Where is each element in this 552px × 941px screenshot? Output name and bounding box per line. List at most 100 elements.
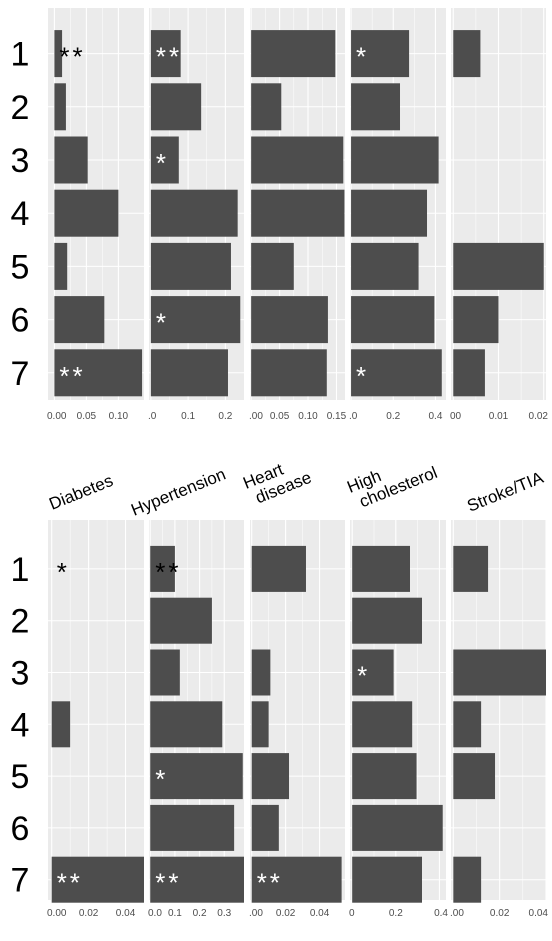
- bar: [453, 545, 489, 592]
- tick-label: 0.15: [327, 411, 347, 422]
- tick-label: 0.2: [218, 411, 232, 422]
- bar: [453, 349, 485, 397]
- facet-panel: ****.0 0.1 0.2: [148, 8, 244, 422]
- significance-mark: **: [257, 868, 283, 898]
- facet-panel: * * .0 0.2 0.4: [349, 8, 446, 422]
- tick-label: 0.2: [386, 411, 400, 422]
- bar: [351, 242, 419, 290]
- bar: [351, 296, 435, 344]
- bar: [251, 856, 342, 903]
- bar: [251, 804, 279, 851]
- bar: [251, 242, 294, 290]
- bar: [251, 83, 282, 131]
- significance-mark: **: [57, 868, 83, 898]
- tick-label: 0.04: [529, 908, 549, 919]
- bar: [150, 83, 202, 131]
- bar: [51, 701, 71, 748]
- facet-label: Highcholesterol: [344, 446, 440, 513]
- bar: [352, 597, 422, 644]
- bar: [54, 189, 119, 237]
- bar: [453, 242, 544, 290]
- facet-panel: * 0 0.2 0.4: [349, 520, 448, 919]
- bar: [251, 545, 306, 592]
- facet-panel: ***0.00 0.02 0.04: [47, 520, 144, 919]
- category-label: 3: [11, 655, 30, 693]
- bar: [150, 30, 181, 78]
- bar: [352, 753, 417, 800]
- bar: [251, 136, 344, 184]
- tick-label: 0.0: [148, 908, 162, 919]
- bar: [150, 189, 238, 237]
- tick-label: 0.1: [168, 908, 182, 919]
- significance-mark: *: [156, 148, 169, 178]
- bar: [150, 242, 231, 290]
- bar: [54, 30, 63, 78]
- bar: [150, 804, 235, 851]
- bar: [150, 545, 175, 592]
- tick-label: 0.10: [109, 411, 129, 422]
- bar: [51, 856, 144, 903]
- bar: [453, 856, 482, 903]
- bar: [453, 649, 546, 696]
- bar: [251, 296, 328, 344]
- tick-label: 0.02: [490, 908, 510, 919]
- significance-mark: **: [155, 868, 181, 898]
- category-label: 7: [11, 862, 30, 900]
- tick-label: .00: [249, 411, 263, 422]
- bar: [150, 701, 223, 748]
- category-label: 1: [11, 36, 30, 74]
- tick-label: 0.4: [434, 908, 448, 919]
- tick-label: 0.02: [276, 908, 296, 919]
- bar: [453, 296, 499, 344]
- bar: [251, 649, 271, 696]
- bar: [54, 242, 68, 290]
- category-label: 6: [11, 810, 30, 848]
- tick-label: .00: [249, 908, 263, 919]
- facet-label: Hypertension: [128, 465, 228, 520]
- bar: [352, 545, 410, 592]
- tick-label: 0.00: [47, 908, 67, 919]
- category-label: 7: [11, 355, 30, 393]
- tick-label: 0.2: [193, 908, 207, 919]
- facet-panel: *****0.0 0.1 0.2 0.3: [148, 520, 244, 919]
- tick-label: 0.04: [310, 908, 330, 919]
- significance-mark: *: [356, 361, 369, 391]
- bar: [54, 83, 66, 131]
- bar: [352, 701, 413, 748]
- bar: [54, 296, 105, 344]
- bar: [352, 856, 422, 903]
- bar: [150, 349, 228, 397]
- bar: [150, 753, 243, 800]
- bar: [351, 189, 428, 237]
- bar: [150, 296, 241, 344]
- facet-label: Heartdisease: [240, 451, 314, 510]
- bar: [150, 136, 179, 184]
- significance-mark: *: [156, 308, 169, 338]
- category-label: 1: [11, 551, 30, 589]
- tick-label: 00: [450, 411, 462, 422]
- bar: [453, 753, 496, 800]
- bar: [150, 856, 244, 903]
- bar: [54, 136, 88, 184]
- tick-label: .0: [349, 411, 358, 422]
- tick-label: 0.04: [116, 908, 136, 919]
- bar: [251, 349, 327, 397]
- tick-label: 0: [349, 908, 355, 919]
- significance-mark: **: [59, 361, 85, 391]
- bar: [453, 701, 482, 748]
- facet-panel: ** .00 0.02 0.04: [249, 520, 345, 919]
- tick-label: 0.05: [270, 411, 290, 422]
- significance-mark: **: [156, 42, 182, 72]
- tick-label: 0.2: [389, 908, 403, 919]
- bar: [351, 83, 401, 131]
- category-label: 5: [11, 248, 30, 286]
- category-label: 4: [11, 195, 30, 233]
- category-label: 2: [11, 89, 30, 127]
- significance-mark: *: [57, 557, 70, 587]
- tick-label: 0.1: [181, 411, 195, 422]
- facet-panel: 00 0.01 0.02: [450, 8, 548, 422]
- bar: [251, 701, 269, 748]
